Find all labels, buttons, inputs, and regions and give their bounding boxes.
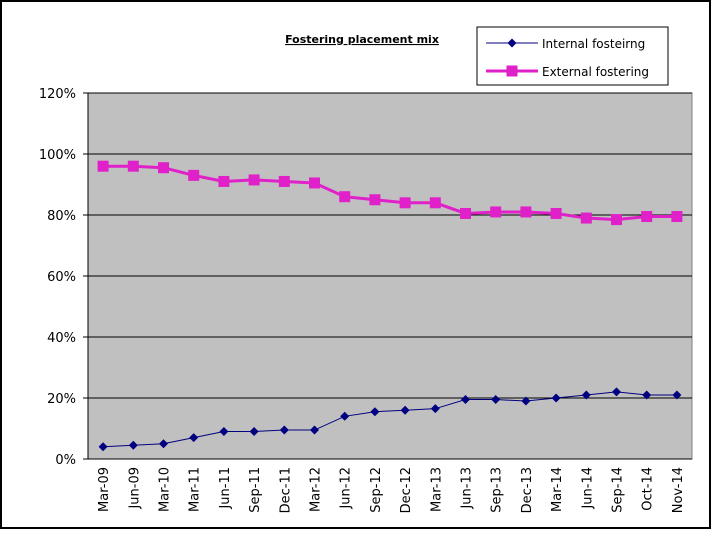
x-tick-label: Mar-14 <box>550 467 565 512</box>
x-tick-label: Nov-14 <box>671 467 686 513</box>
marker <box>128 440 138 450</box>
x-tick-label: Jun-14 <box>580 467 595 510</box>
marker <box>248 174 260 186</box>
marker <box>521 396 531 406</box>
marker <box>520 206 532 218</box>
marker <box>671 211 683 223</box>
y-tick-label: 120% <box>39 87 76 102</box>
marker <box>490 206 502 218</box>
marker <box>219 427 229 437</box>
legend-label: External fostering <box>542 65 649 79</box>
x-tick-label: Sep-11 <box>248 467 263 513</box>
marker <box>339 191 351 203</box>
marker <box>127 160 139 172</box>
x-tick-label: Oct-14 <box>641 467 656 511</box>
x-tick-label: Dec-13 <box>520 467 535 513</box>
marker <box>369 194 381 206</box>
x-tick-label: Dec-11 <box>278 467 293 513</box>
x-tick-label: Jun-13 <box>460 467 475 510</box>
marker <box>612 387 621 397</box>
marker <box>279 425 289 435</box>
marker <box>580 212 592 224</box>
x-tick-label: Mar-10 <box>158 467 173 512</box>
marker <box>98 442 108 452</box>
marker <box>97 160 109 172</box>
x-tick-label: Jun-09 <box>127 467 142 510</box>
x-tick-label: Sep-13 <box>490 467 505 513</box>
x-tick-label: Jun-12 <box>339 467 354 510</box>
marker <box>506 65 518 77</box>
x-tick-label: Dec-12 <box>399 467 414 513</box>
series-line <box>103 391 677 448</box>
x-tick-label: Jun-11 <box>218 467 233 510</box>
marker <box>507 38 517 48</box>
marker <box>641 211 653 223</box>
marker <box>461 395 470 405</box>
marker <box>340 411 350 421</box>
y-tick-label: 0% <box>55 453 76 468</box>
marker <box>430 404 440 414</box>
x-tick-label: Mar-09 <box>97 467 112 512</box>
marker <box>611 214 622 226</box>
x-tick-label: Mar-13 <box>429 467 444 512</box>
marker <box>460 207 471 219</box>
marker <box>218 175 230 187</box>
marker <box>309 177 320 189</box>
marker <box>310 425 319 435</box>
marker <box>189 433 199 443</box>
y-tick-label: 100% <box>39 148 76 163</box>
marker <box>399 197 411 209</box>
x-tick-label: Mar-11 <box>188 467 203 512</box>
x-tick-label: Sep-14 <box>611 467 626 513</box>
marker <box>400 405 410 415</box>
y-tick-label: 80% <box>47 209 76 224</box>
marker <box>159 439 168 449</box>
marker <box>249 427 259 437</box>
marker <box>551 393 561 403</box>
legend-label: Internal fosteirng <box>542 37 645 51</box>
y-tick-label: 20% <box>47 392 76 407</box>
marker <box>429 197 441 209</box>
marker <box>491 395 501 405</box>
marker <box>672 390 682 400</box>
marker <box>278 175 290 187</box>
chart-title: Fostering placement mix <box>285 33 439 46</box>
marker <box>158 162 169 174</box>
marker <box>550 207 562 219</box>
x-tick-label: Mar-12 <box>309 467 324 512</box>
y-tick-label: 60% <box>47 270 76 285</box>
x-tick-label: Sep-12 <box>369 467 384 513</box>
marker <box>642 390 652 400</box>
marker <box>581 390 591 400</box>
marker <box>370 407 380 417</box>
marker <box>188 169 200 181</box>
y-tick-label: 40% <box>47 331 76 346</box>
